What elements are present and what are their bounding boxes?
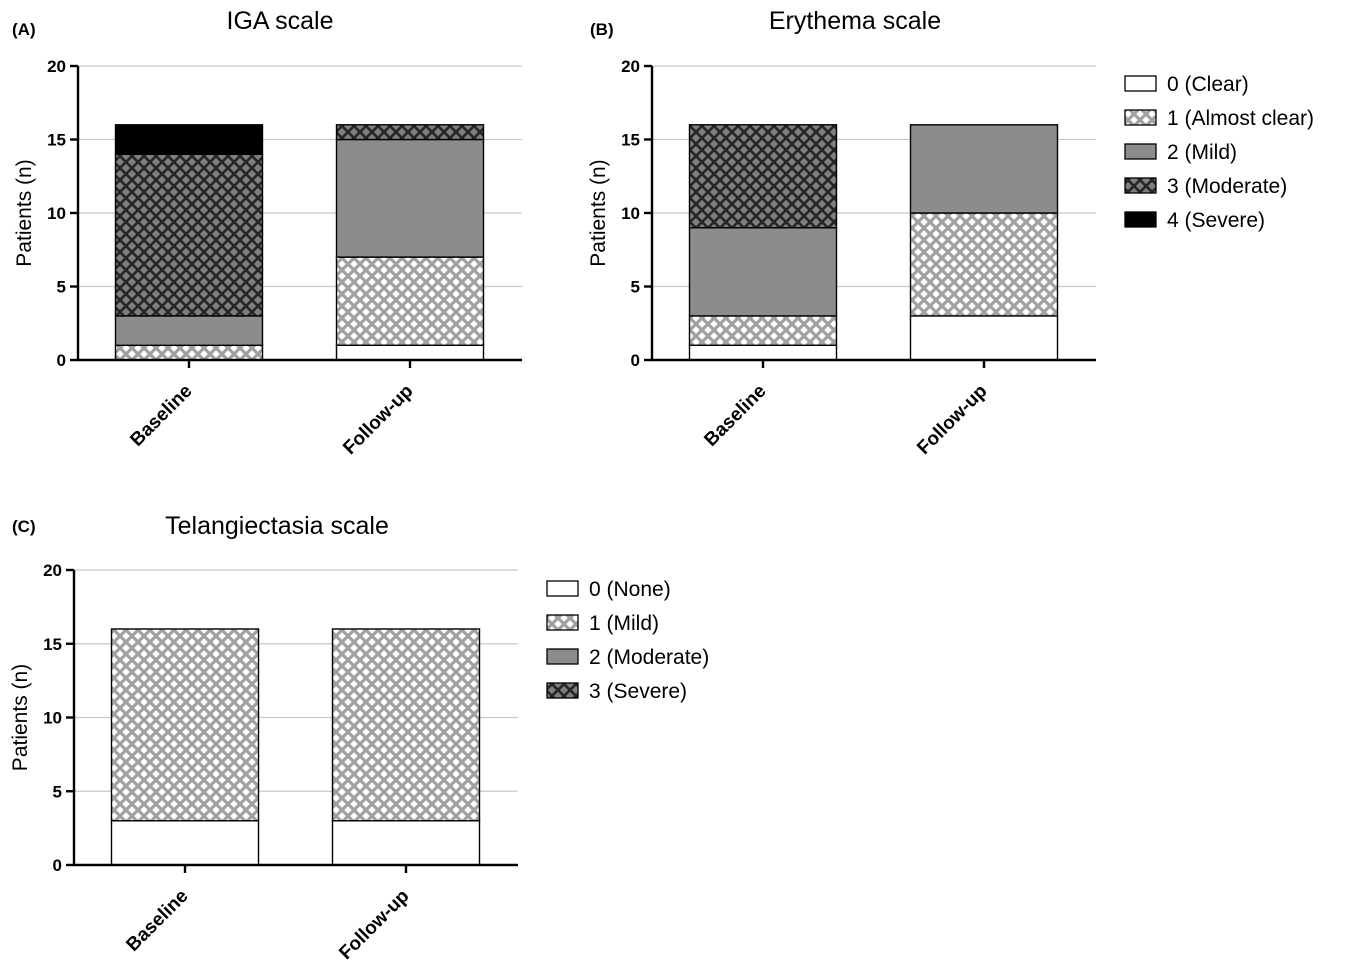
bar-segment — [688, 226, 838, 317]
x-category-label: Baseline — [122, 886, 192, 956]
legend: 0 (Clear) 1 (Almost clear) 2 (Mild) 3 (Mode… — [1124, 73, 1314, 232]
legend: 0 (None) 1 (Mild) 2 (Moderate) 3 (Severe) — [546, 578, 709, 703]
bar-segment — [331, 628, 481, 822]
y-tick-label: 0 — [57, 351, 66, 370]
bar-segment — [110, 628, 260, 822]
bar-segment — [114, 124, 264, 155]
bar-segment — [688, 124, 838, 229]
legend-swatch — [1124, 177, 1157, 194]
legend-swatch — [1124, 75, 1157, 92]
x-category-label: Follow-up — [913, 381, 991, 459]
panel-letter: (C) — [12, 517, 36, 536]
bar-segment — [909, 315, 1059, 361]
y-tick-label: 15 — [43, 635, 62, 654]
legend-label: 0 (Clear) — [1167, 73, 1249, 96]
legend-label: 1 (Mild) — [589, 612, 659, 635]
y-tick-label: 5 — [631, 278, 640, 297]
bar-segment — [335, 256, 485, 347]
bar-segment — [114, 153, 264, 317]
bar-segment — [335, 138, 485, 258]
legend-label: 3 (Severe) — [589, 680, 687, 703]
chart-panel-2: (B) Erythema scale 0 5 10 15 20 Baseline Follow-… — [587, 7, 1096, 459]
x-category-label: Follow-up — [339, 381, 417, 459]
bar-segment — [331, 820, 481, 866]
panel-letter: (B) — [590, 20, 614, 39]
y-axis-label: Patients (n) — [9, 664, 32, 771]
legend-swatch — [546, 682, 579, 699]
y-tick-label: 15 — [621, 131, 640, 150]
legend-swatch — [546, 648, 579, 665]
y-axis-label: Patients (n) — [13, 159, 36, 266]
chart-title: IGA scale — [227, 7, 334, 35]
legend-label: 2 (Mild) — [1167, 141, 1237, 164]
legend-label: 0 (None) — [589, 578, 671, 601]
bar-segment — [110, 820, 260, 866]
bar-segment — [688, 344, 838, 361]
legend-label: 3 (Moderate) — [1167, 175, 1287, 198]
legend-label: 1 (Almost clear) — [1167, 107, 1314, 130]
legend-swatch — [1124, 109, 1157, 126]
bar-segment — [909, 212, 1059, 317]
legend-swatch — [546, 614, 579, 631]
legend-label: 2 (Moderate) — [589, 646, 709, 669]
bar-segment — [335, 124, 485, 141]
y-tick-label: 20 — [43, 561, 62, 580]
bar-segment — [114, 315, 264, 346]
y-tick-label: 10 — [43, 709, 62, 728]
x-category-label: Baseline — [700, 381, 770, 451]
y-tick-label: 5 — [57, 278, 66, 297]
bar-segment — [114, 344, 264, 361]
legend-label: 4 (Severe) — [1167, 209, 1265, 232]
x-category-label: Follow-up — [335, 886, 413, 964]
y-tick-label: 0 — [53, 856, 62, 875]
legend-swatch — [546, 580, 579, 597]
legend-swatch — [1124, 143, 1157, 160]
chart-panel-3: (C) Telangiectasia scale 0 5 10 15 20 Baseline F… — [9, 512, 709, 964]
bar-segment — [909, 124, 1059, 214]
bar-segment — [688, 315, 838, 346]
y-tick-label: 10 — [47, 204, 66, 223]
panels-layer: (A) IGA scale 0 5 10 15 20 Baseline Follow-up Pat… — [9, 7, 1314, 964]
y-tick-label: 20 — [47, 57, 66, 76]
y-tick-label: 0 — [631, 351, 640, 370]
y-axis-label: Patients (n) — [587, 159, 610, 266]
x-category-label: Baseline — [126, 381, 196, 451]
bar-segment — [335, 344, 485, 361]
chart-panel-1: (A) IGA scale 0 5 10 15 20 Baseline Follow-up Pat… — [12, 7, 1314, 459]
chart-title: Telangiectasia scale — [165, 512, 389, 540]
y-tick-label: 10 — [621, 204, 640, 223]
y-tick-label: 20 — [621, 57, 640, 76]
y-tick-label: 15 — [47, 131, 66, 150]
chart-title: Erythema scale — [769, 7, 941, 35]
panel-letter: (A) — [12, 20, 36, 39]
legend-swatch — [1124, 211, 1157, 228]
y-tick-label: 5 — [53, 782, 62, 801]
